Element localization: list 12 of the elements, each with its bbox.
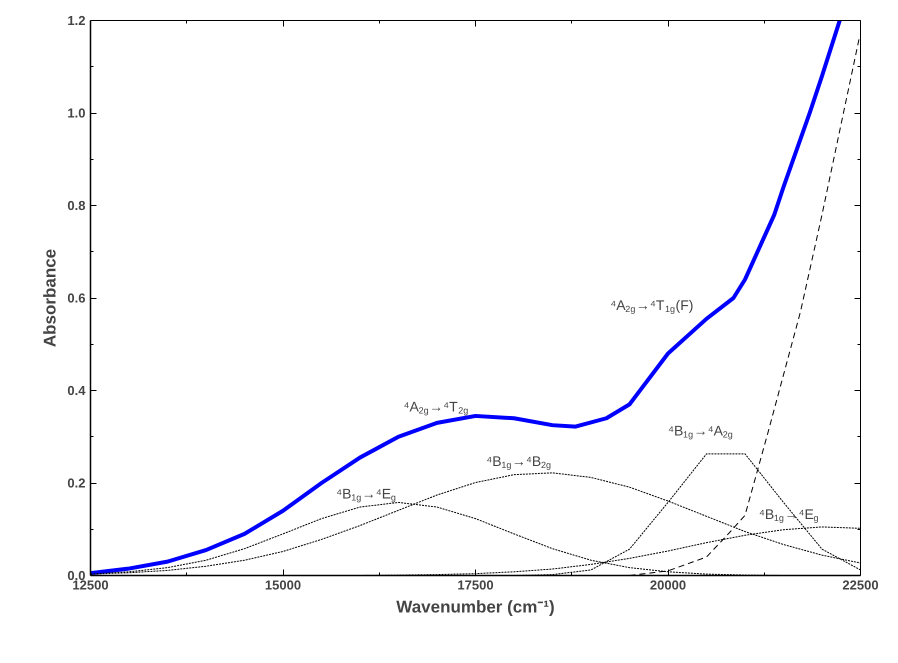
y-tick-label: 0.8 <box>67 198 86 213</box>
x-tick-label: 15000 <box>264 578 302 592</box>
x-tick-label: 20000 <box>650 578 686 592</box>
y-tick-label: 1.2 <box>67 13 86 28</box>
y-axis-title: Absorbance <box>40 248 60 348</box>
x-axis-title: Wavenumber (cm⁻¹) <box>396 598 555 616</box>
x-tick-label: 17500 <box>457 578 494 592</box>
x-tick-label: 22500 <box>842 578 879 592</box>
y-tick-label: 0.6 <box>67 290 86 306</box>
y-tick-label: 1.0 <box>67 106 86 120</box>
y-tick-label: 0.4 <box>67 383 86 398</box>
y-tick-label: 0.2 <box>67 476 86 490</box>
